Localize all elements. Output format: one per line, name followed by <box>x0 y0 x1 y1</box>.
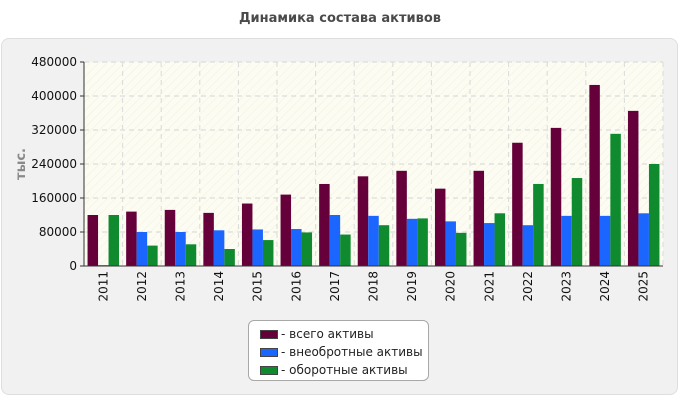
x-tick-label: 2018 <box>367 271 381 302</box>
bar-3-2017 <box>340 234 351 266</box>
legend-item: - оборотные активы <box>260 361 428 379</box>
legend-item: - всего активы <box>260 325 428 343</box>
x-tick-label: 2021 <box>482 271 496 302</box>
x-tick-label: 2024 <box>598 271 612 302</box>
bar-2-2014 <box>213 230 225 266</box>
legend-label: - оборотные активы <box>281 363 408 377</box>
bar-1-2024 <box>589 84 600 266</box>
bar-1-2022 <box>512 142 523 266</box>
bar-3-2014 <box>224 249 235 266</box>
y-tick-label: 480000 <box>31 55 77 69</box>
bar-1-2016 <box>280 194 292 266</box>
bar-3-2024 <box>610 133 621 266</box>
bar-2-2015 <box>252 229 263 266</box>
bar-3-2022 <box>533 183 544 266</box>
bar-2-2025 <box>638 213 649 266</box>
bar-3-2023 <box>571 178 583 266</box>
bar-2-2019 <box>406 218 418 266</box>
bar-1-2014 <box>203 212 214 267</box>
legend-swatch <box>260 365 278 375</box>
bar-1-2023 <box>550 127 562 267</box>
bar-1-2011 <box>87 215 99 266</box>
y-axis-label: тыс. <box>14 148 29 180</box>
bar-3-2012 <box>147 245 158 266</box>
bar-3-2015 <box>262 240 274 266</box>
legend-item: - внеобротные активы <box>260 343 428 361</box>
x-tick-label: 2025 <box>637 271 651 302</box>
bar-3-2025 <box>648 164 660 266</box>
y-tick-label: 320000 <box>31 123 77 137</box>
x-tick-label: 2014 <box>212 271 226 302</box>
y-tick-labels: 0 80000 160000 240000 320000 400000 480000 <box>31 55 77 273</box>
bar-3-2013 <box>185 244 197 266</box>
bar-3-2011 <box>108 215 120 266</box>
bar-3-2019 <box>417 218 428 266</box>
bars <box>87 84 660 267</box>
bar-2-2012 <box>136 232 148 266</box>
bar-2-2023 <box>561 215 572 266</box>
bar-1-2019 <box>396 170 407 266</box>
bar-2-2016 <box>291 229 302 266</box>
bar-2-2022 <box>522 225 534 266</box>
bar-1-2012 <box>126 211 137 266</box>
y-tick-label: 400000 <box>31 89 77 103</box>
bar-3-2020 <box>455 232 467 266</box>
bar-1-2017 <box>319 183 330 266</box>
x-tick-label: 2011 <box>96 271 110 302</box>
x-tick-label: 2019 <box>405 271 419 302</box>
bar-1-2015 <box>241 203 253 266</box>
bar-3-2016 <box>301 232 313 266</box>
bar-2-2018 <box>368 215 379 266</box>
legend-swatch <box>260 329 278 339</box>
axes <box>80 61 663 267</box>
x-tick-label: 2023 <box>560 271 574 302</box>
bar-3-2018 <box>378 225 390 266</box>
bar-2-2021 <box>484 223 495 266</box>
x-tick-label: 2012 <box>135 271 149 302</box>
y-tick-label: 160000 <box>31 191 77 205</box>
bar-2-2017 <box>329 215 341 266</box>
bar-1-2013 <box>164 209 176 266</box>
x-tick-label: 2016 <box>289 271 303 302</box>
legend-label: - всего активы <box>281 327 374 341</box>
legend-swatch <box>260 347 278 357</box>
legend-label: - внеобротные активы <box>281 345 423 359</box>
x-tick-label: 2020 <box>444 271 458 302</box>
chart-legend: - всего активы - внеобротные активы - обор… <box>248 320 429 381</box>
x-tick-label: 2022 <box>521 271 535 302</box>
bar-2-2024 <box>599 215 611 266</box>
x-tick-label: 2017 <box>328 271 342 302</box>
chart-title: Динамика состава активов <box>238 11 442 26</box>
bar-1-2018 <box>357 176 369 266</box>
bar-1-2021 <box>473 170 485 266</box>
y-tick-label: 80000 <box>39 225 77 239</box>
x-tick-labels: 2011 2012 2013 2014 2015 2016 2017 2018 2019 2020… <box>96 271 650 302</box>
x-tick-label: 2015 <box>251 271 265 302</box>
bar-2-2013 <box>175 232 186 266</box>
bar-1-2025 <box>627 110 639 267</box>
bar-chart: 0 80000 160000 240000 320000 400000 480000 201… <box>14 55 664 302</box>
bar-2-2020 <box>445 221 456 267</box>
x-tick-label: 2013 <box>174 271 188 302</box>
bar-1-2020 <box>434 188 446 266</box>
y-tick-label: 0 <box>69 259 77 273</box>
bar-3-2021 <box>494 213 506 266</box>
y-tick-label: 240000 <box>31 157 77 171</box>
